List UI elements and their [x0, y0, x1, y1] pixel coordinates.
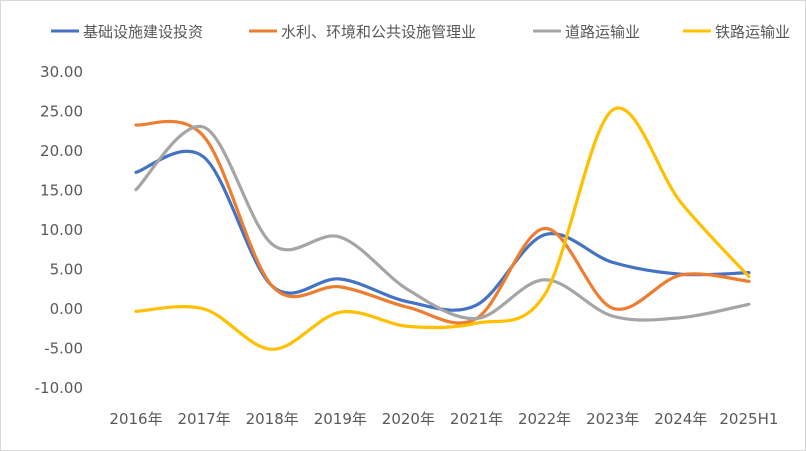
- y-tick-label: 10.00: [40, 221, 83, 239]
- y-tick-label: 15.00: [40, 182, 83, 200]
- x-tick-label: 2020年: [382, 410, 435, 428]
- series-line-2: [134, 124, 751, 322]
- x-tick-label: 2025H1: [719, 410, 778, 428]
- x-tick-label: 2023年: [586, 410, 639, 428]
- series-line-3: [134, 106, 751, 351]
- y-tick-label: 0.00: [50, 300, 83, 318]
- legend-label: 基础设施建设投资: [83, 23, 203, 41]
- y-tick-label: -10.00: [35, 379, 83, 397]
- y-tick-label: 30.00: [40, 63, 83, 81]
- x-tick-label: 2018年: [246, 410, 299, 428]
- y-tick-label: 5.00: [50, 261, 83, 279]
- y-tick-label: 25.00: [40, 103, 83, 121]
- y-tick-label: -5.00: [44, 340, 83, 358]
- series-line-0: [134, 149, 751, 312]
- x-tick-label: 2017年: [178, 410, 231, 428]
- y-tick-label: 20.00: [40, 142, 83, 160]
- legend-label: 水利、环境和公共设施管理业: [281, 23, 476, 41]
- legend-label: 道路运输业: [565, 23, 640, 41]
- x-tick-label: 2019年: [314, 410, 367, 428]
- x-tick-label: 2021年: [450, 410, 503, 428]
- series-line-1: [134, 119, 751, 325]
- x-tick-label: 2024年: [654, 410, 707, 428]
- legend-label: 铁路运输业: [715, 23, 790, 41]
- x-tick-label: 2022年: [518, 410, 571, 428]
- x-tick-label: 2016年: [109, 410, 162, 428]
